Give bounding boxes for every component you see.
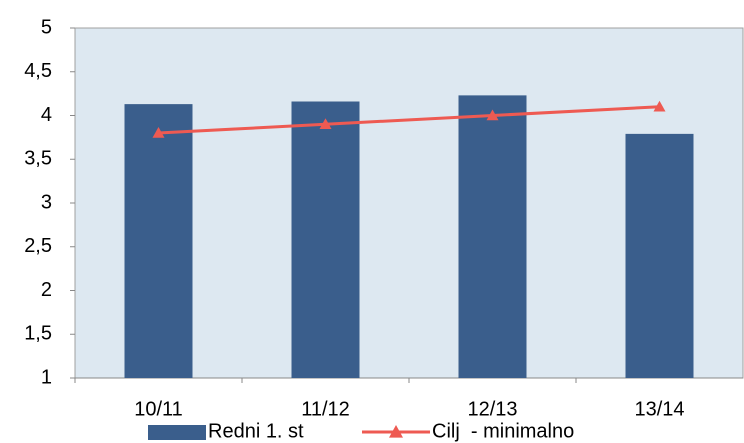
- marker: [653, 100, 666, 112]
- y-tick-label: 2: [41, 279, 52, 301]
- bar: [291, 101, 360, 378]
- marker: [152, 127, 165, 138]
- legend-label: Redni 1. st: [208, 420, 304, 442]
- y-tick-label: 5: [41, 16, 52, 38]
- legend-swatch: [148, 425, 206, 440]
- legend-marker: [389, 425, 403, 438]
- bar: [625, 133, 694, 378]
- marker: [486, 109, 499, 121]
- x-tick-label: 13/14: [634, 398, 684, 420]
- y-tick-label: 3,5: [24, 148, 52, 170]
- y-tick-label: 2,5: [24, 235, 52, 257]
- x-tick-label: 11/12: [301, 398, 350, 420]
- line: [158, 105, 660, 135]
- bar: [458, 95, 527, 378]
- legend-label: Cilj - minimalno: [432, 420, 574, 442]
- y-tick-label: 4,5: [24, 60, 52, 82]
- marker: [319, 118, 332, 130]
- y-tick-label: 1,5: [24, 323, 52, 345]
- y-tick-label: 3: [41, 191, 52, 213]
- y-tick-label: 1: [41, 366, 52, 388]
- bar: [124, 104, 193, 378]
- x-tick-label: 12/13: [467, 398, 517, 420]
- y-tick-label: 4: [41, 104, 52, 126]
- x-tick-label: 10/11: [134, 398, 183, 420]
